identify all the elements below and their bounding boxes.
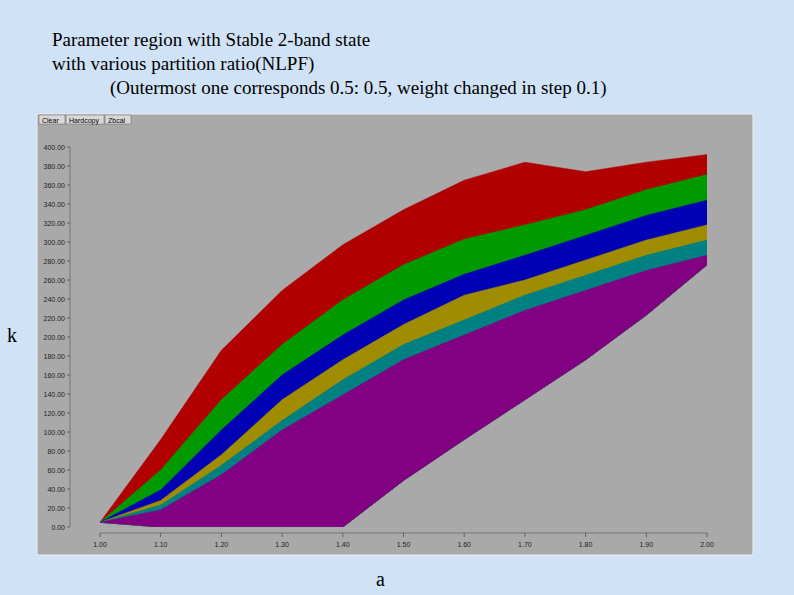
title: Parameter region with Stable 2-band stat…: [52, 29, 370, 50]
y-tick-label: 320.00: [44, 220, 66, 227]
regions: [100, 155, 707, 527]
y-tick: [67, 185, 70, 186]
y-tick-label: 300.00: [44, 239, 66, 246]
y-tick: [67, 356, 70, 357]
button-label[interactable]: Clear: [42, 117, 59, 124]
x-tick: [464, 533, 465, 537]
y-tick-label: 160.00: [44, 372, 66, 379]
x-tick-label: 1.50: [397, 541, 411, 548]
y-tick-label: 60.00: [47, 467, 65, 474]
y-tick: [67, 299, 70, 300]
y-tick: [67, 470, 70, 471]
y-tick: [67, 394, 70, 395]
x-tick: [100, 533, 101, 537]
y-tick-label: 260.00: [44, 277, 66, 284]
y-tick: [67, 318, 70, 319]
y-tick-label: 140.00: [44, 391, 66, 398]
x-tick: [585, 533, 586, 537]
x-tick: [403, 533, 404, 537]
y-tick: [67, 527, 70, 528]
region: [100, 255, 707, 527]
y-tick-label: 120.00: [44, 410, 66, 417]
y-tick-label: 220.00: [44, 315, 66, 322]
x-tick-label: 1.10: [154, 541, 168, 548]
button[interactable]: [66, 115, 104, 124]
region: [100, 240, 707, 527]
y-tick: [67, 223, 70, 224]
y-tick-label: 40.00: [47, 486, 65, 493]
y-tick: [67, 280, 70, 281]
y-tick-label: 80.00: [47, 448, 65, 455]
x-axis-label: a: [376, 568, 385, 590]
button[interactable]: [105, 115, 131, 124]
y-tick-label: 340.00: [44, 201, 66, 208]
x-tick-label: 2.00: [700, 541, 714, 548]
x-tick-label: 1.70: [518, 541, 532, 548]
region: [100, 200, 707, 527]
y-tick-label: 100.00: [44, 429, 66, 436]
y-tick-label: 200.00: [44, 334, 66, 341]
y-tick-label: 240.00: [44, 296, 66, 303]
y-tick: [67, 451, 70, 452]
y-tick: [67, 489, 70, 490]
x-tick-label: 1.30: [275, 541, 289, 548]
x-tick: [282, 533, 283, 537]
y-tick-label: 400.00: [44, 144, 66, 151]
y-tick-label: 20.00: [47, 505, 65, 512]
y-tick: [67, 204, 70, 205]
region: [100, 155, 707, 527]
title: (Outermost one corresponds 0.5: 0.5, wei…: [110, 77, 607, 99]
x-tick-label: 1.90: [639, 541, 653, 548]
x-tick: [160, 533, 161, 537]
region: [100, 175, 707, 527]
y-tick: [67, 166, 70, 167]
x-tick: [221, 533, 222, 537]
x-tick: [646, 533, 647, 537]
x-tick: [524, 533, 525, 537]
y-tick: [67, 337, 70, 338]
y-axis-label: k: [7, 324, 17, 346]
title: with various partition ratio(NLPF): [52, 53, 314, 75]
x-tick-label: 1.20: [215, 541, 229, 548]
plot-window: [37, 114, 753, 555]
button-label[interactable]: Hardcopy: [69, 117, 99, 125]
y-tick: [67, 508, 70, 509]
y-tick: [67, 413, 70, 414]
y-tick: [67, 242, 70, 243]
region: [100, 225, 707, 527]
y-tick-label: 280.00: [44, 258, 66, 265]
y-tick-label: 180.00: [44, 353, 66, 360]
y-tick: [67, 147, 70, 148]
x-tick-label: 1.80: [579, 541, 593, 548]
x-tick-label: 1.00: [93, 541, 107, 548]
y-tick-label: 380.00: [44, 163, 66, 170]
y-tick: [67, 261, 70, 262]
y-tick: [67, 375, 70, 376]
y-tick: [67, 432, 70, 433]
button[interactable]: [39, 115, 65, 124]
chart: Clear Hardcopy Zbcal Parameter region with …: [0, 0, 794, 595]
y-tick-label: 360.00: [44, 182, 66, 189]
x-tick: [707, 533, 708, 537]
y-tick-label: 0.00: [51, 524, 65, 531]
x-tick-label: 1.60: [457, 541, 471, 548]
x-tick-label: 1.40: [336, 541, 350, 548]
x-tick: [342, 533, 343, 537]
button-label[interactable]: Zbcal: [108, 117, 126, 124]
